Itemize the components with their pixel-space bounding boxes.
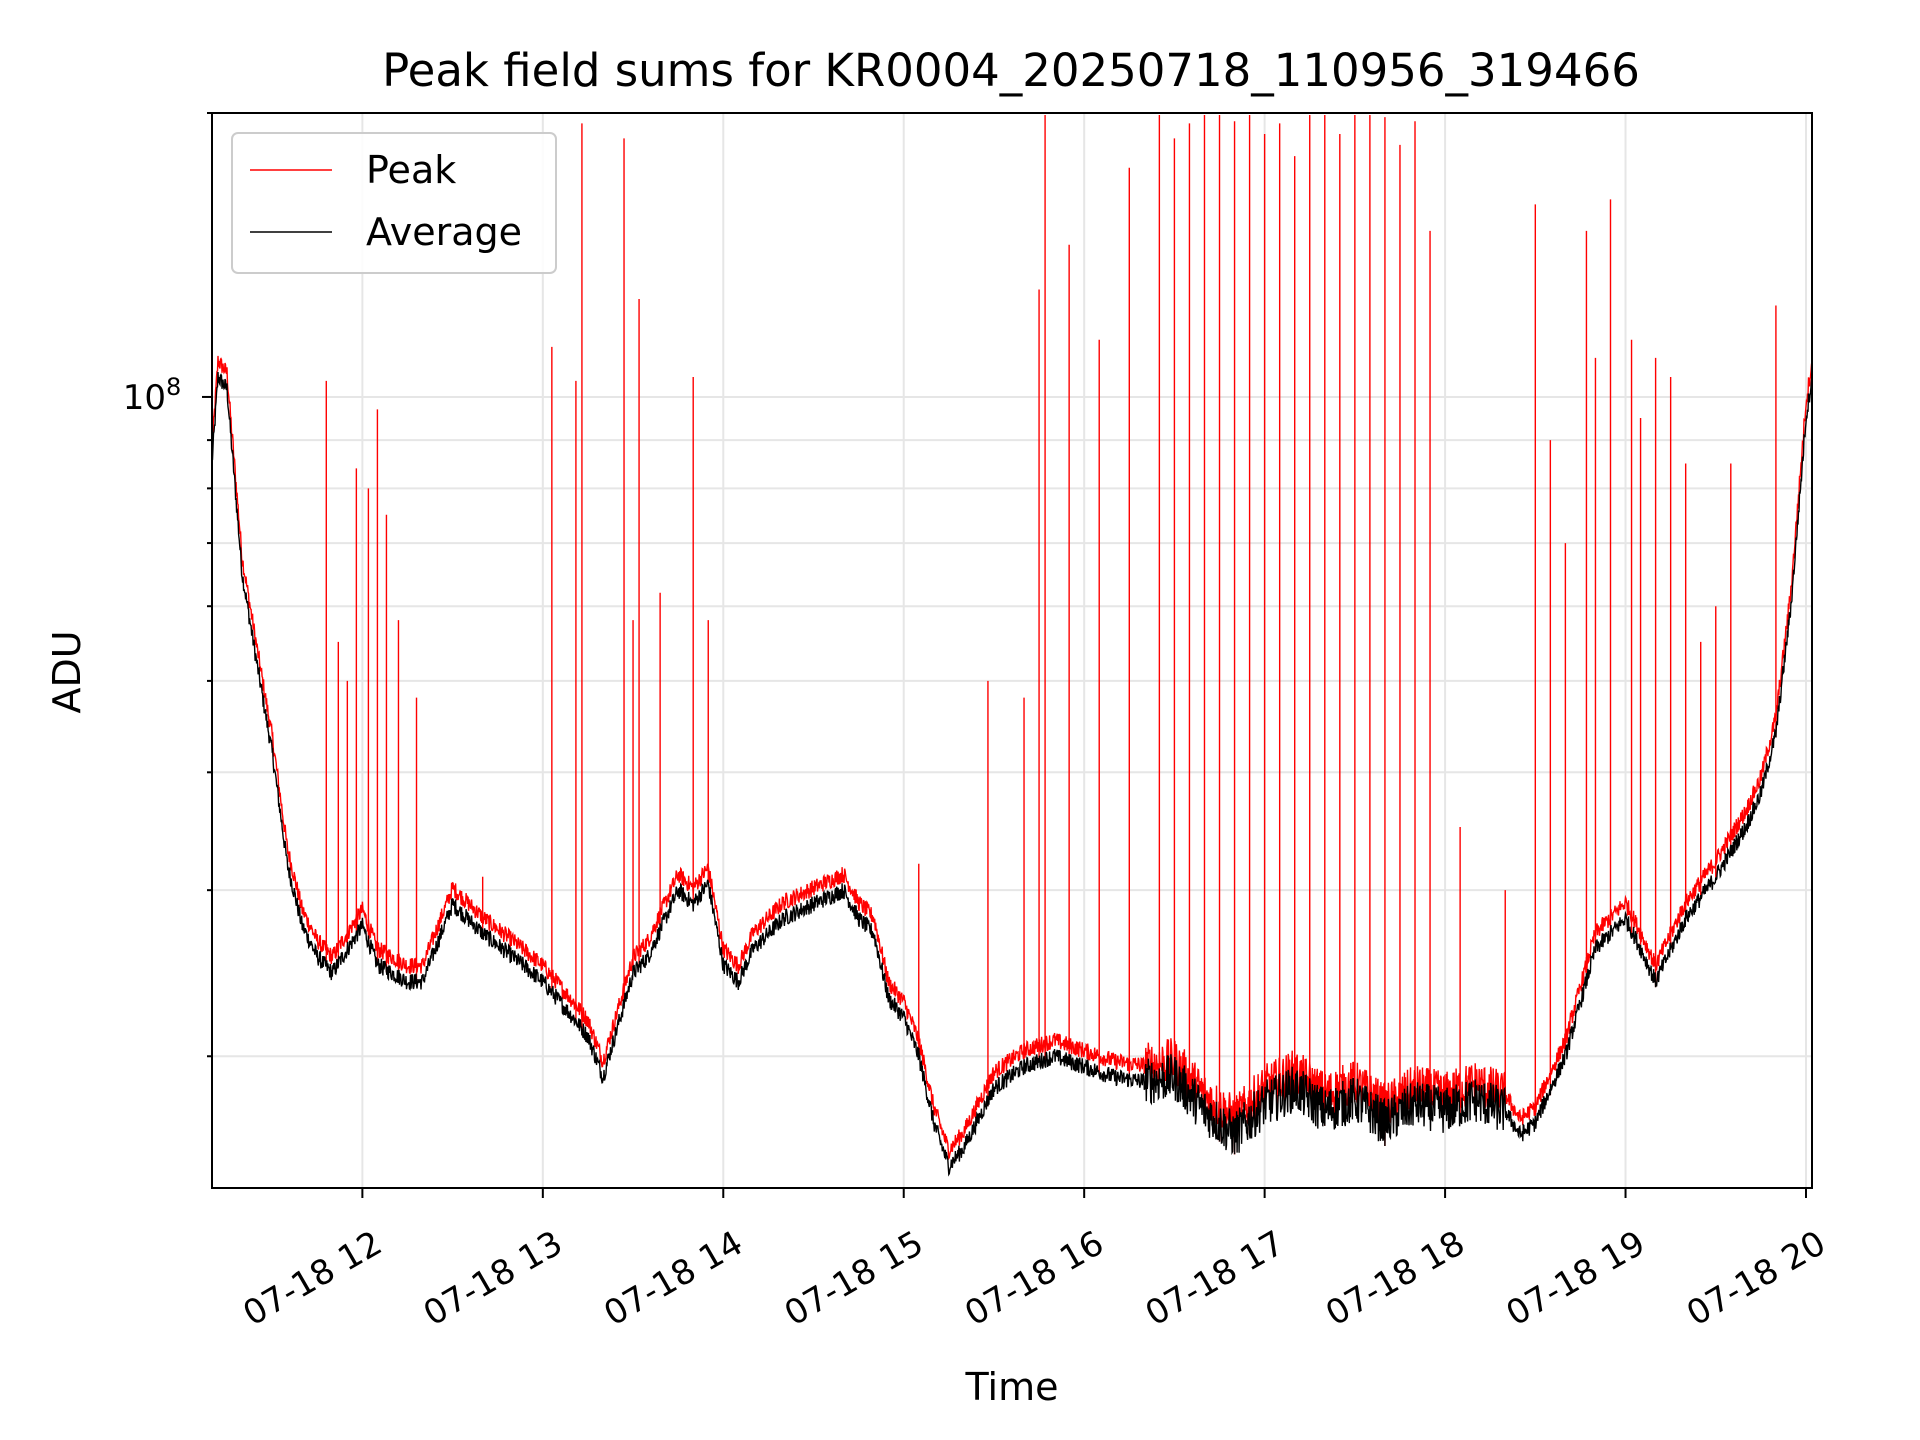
chart-title: Peak field sums for KR0004_20250718_1109…: [382, 44, 1640, 97]
legend-label-peak: Peak: [366, 148, 456, 192]
legend-box: [231, 132, 557, 274]
x-axis-label: Time: [965, 1365, 1059, 1409]
plot-area: [211, 115, 1813, 1177]
legend: Peak Average: [231, 132, 557, 274]
legend-label-average: Average: [366, 210, 522, 254]
y-axis: 108: [123, 112, 212, 1058]
series-peak-line: [211, 355, 1813, 1161]
y-axis-label: ADU: [45, 630, 89, 713]
y-tick-label: 108: [123, 373, 182, 418]
plot-frame: [211, 112, 1813, 1189]
series-average-line: [211, 371, 1813, 1177]
